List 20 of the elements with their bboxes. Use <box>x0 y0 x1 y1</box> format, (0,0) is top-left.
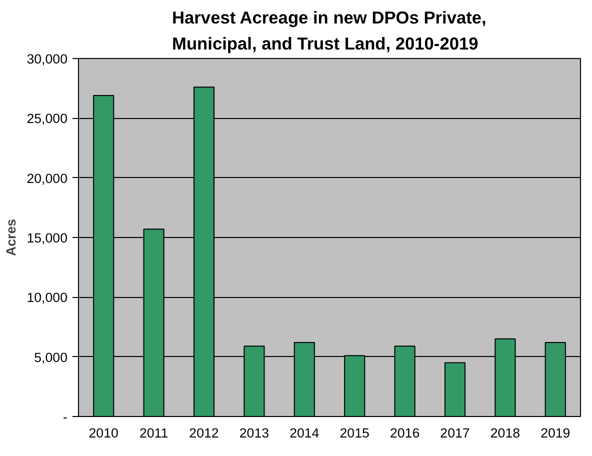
y-tick-label: 10,000 <box>26 290 68 306</box>
x-tick-label: 2016 <box>390 426 420 440</box>
y-tick-label: 15,000 <box>26 230 68 246</box>
y-tick-label: - <box>63 410 68 424</box>
chart-title: Harvest Acreage in new DPOs Private, Municipal, and Trust Land, 2010-2019 <box>172 8 486 54</box>
x-tick-label: 2013 <box>239 426 270 440</box>
y-tick-label: 20,000 <box>26 170 68 186</box>
bar <box>444 362 466 416</box>
x-tick-label: 2017 <box>440 426 470 440</box>
y-tick-label: 30,000 <box>26 52 68 66</box>
x-tick-label: 2012 <box>189 426 219 440</box>
y-axis-title: Acres <box>4 218 19 256</box>
x-tick-label: 2011 <box>139 426 168 440</box>
x-tick-label: 2015 <box>340 426 370 440</box>
x-tick-label: 2014 <box>290 426 320 440</box>
x-tick-label: 2018 <box>490 426 520 440</box>
x-tick-label: 2019 <box>540 426 570 440</box>
y-tick-label: 5,000 <box>34 350 68 365</box>
x-tick-label: 2010 <box>88 426 118 440</box>
y-tick-label: 25,000 <box>26 111 68 126</box>
